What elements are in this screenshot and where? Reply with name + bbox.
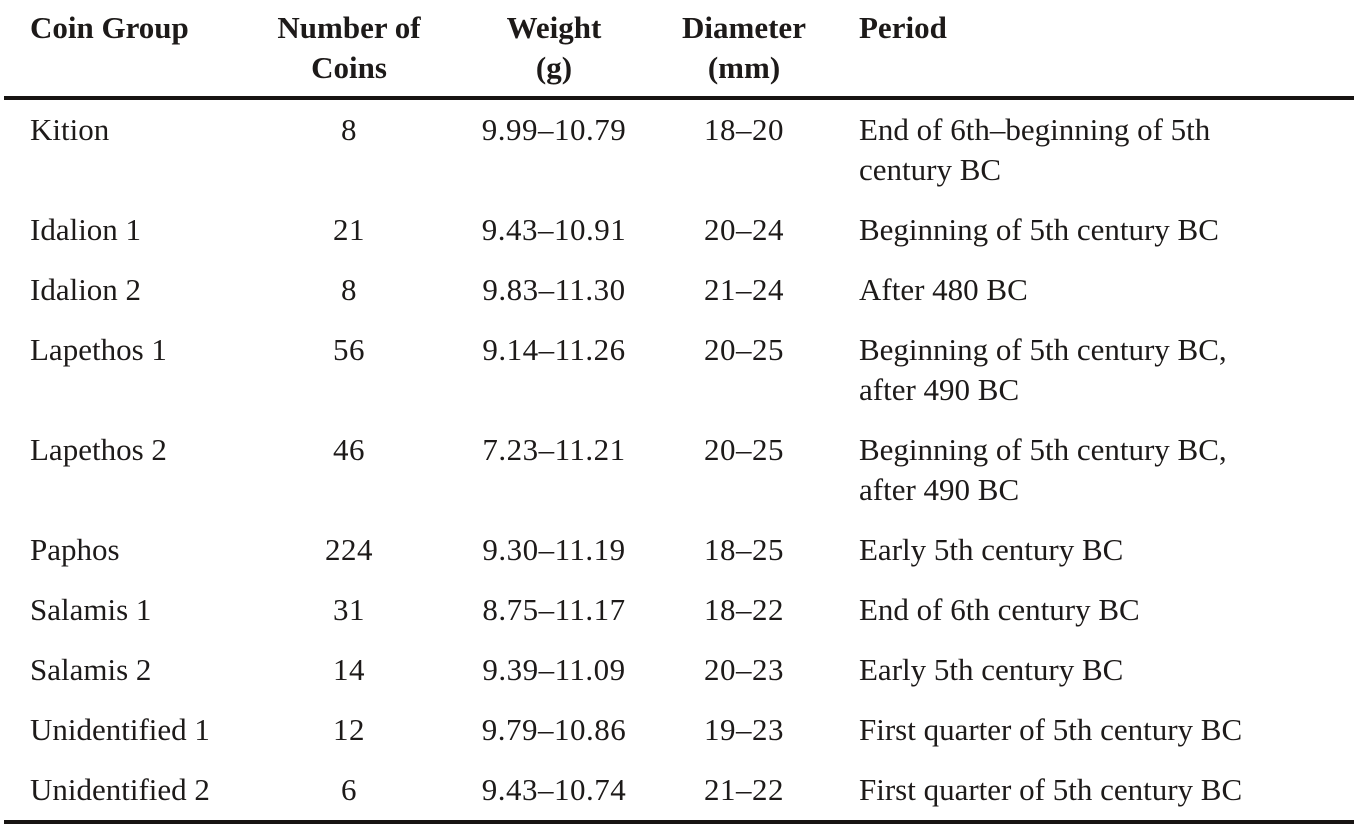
cell-diameter-mm: 20–24 [704, 212, 784, 247]
column-header-coin-group: Coin Group [4, 0, 264, 100]
period-text: End of 6th century BC [859, 592, 1140, 627]
period-text: Early 5th century BC [859, 652, 1124, 687]
cell-coin-group: Lapethos 1 [30, 332, 167, 367]
cell-number-of-coins: 6 [264, 760, 434, 824]
cell-number-of-coins: 8 [341, 272, 357, 307]
cell-diameter-mm: 20–23 [704, 652, 784, 687]
column-header-diameter: Diameter (mm) [674, 0, 814, 100]
cell-diameter-mm: 18–22 [704, 592, 784, 627]
period-text: Beginning of 5th century BC [859, 212, 1219, 247]
cell-coin-group: Paphos [30, 532, 120, 567]
column-header-label: Weight [506, 10, 602, 45]
period-text: Beginning of 5th century BC, after 490 B… [859, 432, 1227, 507]
table-row: Lapethos 2 46 7.23–11.21 20–25 Beginning of … [4, 420, 1354, 520]
cell-weight-g: 9.43–10.74 [434, 760, 674, 824]
column-header-label: Period [859, 10, 947, 45]
cell-number-of-coins: 14 [333, 652, 365, 687]
table-row: Salamis 1 31 8.75–11.17 18–22 End of 6th cen… [4, 580, 1354, 640]
cell-period: End of 6th–beginning of 5th century BC [814, 98, 1354, 200]
cell-weight-g: 9.99–10.79 [481, 112, 627, 147]
cell-weight-g: 9.30–11.19 [482, 532, 626, 567]
cell-number-of-coins: 224 [325, 532, 373, 567]
column-header-number-of-coins: Number of Coins [264, 0, 434, 100]
column-header-label: (mm) [707, 50, 781, 85]
column-header-label: Coins [311, 50, 387, 85]
table-row: Unidentified 2 6 9.43–10.74 21–22 First quar… [4, 760, 1354, 824]
header-row: Coin Group Number of Coins Weight (g) Di… [4, 0, 1354, 100]
cell-coin-group: Salamis 1 [30, 592, 152, 627]
cell-coin-group: Idalion 2 [30, 272, 142, 307]
table-row: Unidentified 1 12 9.79–10.86 19–23 First qua… [4, 700, 1354, 760]
cell-coin-group: Salamis 2 [30, 652, 152, 687]
cell-diameter-mm: 18–20 [704, 112, 784, 147]
table-row: Kition 8 9.99–10.79 18–20 End of 6th–beginni… [4, 98, 1354, 200]
cell-period: Beginning of 5th century BC, after 490 B… [814, 420, 1354, 520]
cell-period: After 480 BC [814, 260, 1354, 320]
cell-diameter-mm: 20–25 [704, 432, 784, 467]
cell-weight-g: 9.83–11.30 [482, 272, 626, 307]
period-text: Beginning of 5th century BC, after 490 B… [859, 332, 1227, 407]
cell-weight-g: 9.43–10.91 [481, 212, 627, 247]
cell-number-of-coins: 31 [333, 592, 365, 627]
column-header-label: Diameter [682, 10, 806, 45]
cell-number-of-coins: 8 [341, 112, 357, 147]
table-body: Kition 8 9.99–10.79 18–20 End of 6th–beginni… [4, 98, 1354, 824]
cell-period: Early 5th century BC [814, 520, 1354, 580]
cell-period: Early 5th century BC [814, 640, 1354, 700]
period-text: First quarter of 5th century BC [859, 712, 1243, 747]
cell-weight-g: 7.23–11.21 [482, 432, 626, 467]
table-row: Idalion 2 8 9.83–11.30 21–24 After 480 BC [4, 260, 1354, 320]
cell-number-of-coins: 21 [333, 212, 365, 247]
period-text: After 480 BC [859, 272, 1028, 307]
cell-number-of-coins: 46 [333, 432, 365, 467]
cell-diameter-mm: 20–25 [704, 332, 784, 367]
cell-period: Beginning of 5th century BC [814, 200, 1354, 260]
cell-number-of-coins: 56 [333, 332, 365, 367]
cell-diameter-mm: 21–22 [674, 760, 814, 824]
cell-coin-group: Idalion 1 [30, 212, 142, 247]
cell-weight-g: 8.75–11.17 [482, 592, 626, 627]
cell-weight-g: 9.39–11.09 [482, 652, 626, 687]
table-header: Coin Group Number of Coins Weight (g) Di… [4, 0, 1354, 100]
cell-period: First quarter of 5th century BC [814, 760, 1354, 824]
column-header-weight: Weight (g) [434, 0, 674, 100]
table-row: Lapethos 1 56 9.14–11.26 20–25 Beginning of … [4, 320, 1354, 420]
cell-diameter-mm: 19–23 [704, 712, 784, 747]
period-text: End of 6th–beginning of 5th century BC [859, 112, 1211, 187]
cell-weight-g: 9.14–11.26 [482, 332, 626, 367]
period-text: First quarter of 5th century BC [859, 772, 1243, 807]
column-header-period: Period [814, 0, 1354, 100]
column-header-label: Coin Group [30, 10, 189, 45]
period-text: Early 5th century BC [859, 532, 1124, 567]
table-row: Idalion 1 21 9.43–10.91 20–24 Beginning of 5… [4, 200, 1354, 260]
cell-number-of-coins: 12 [333, 712, 365, 747]
cell-period: First quarter of 5th century BC [814, 700, 1354, 760]
column-header-label: Number of [277, 10, 421, 45]
cell-period: End of 6th century BC [814, 580, 1354, 640]
column-header-label: (g) [535, 50, 573, 85]
cell-diameter-mm: 18–25 [704, 532, 784, 567]
cell-coin-group: Lapethos 2 [30, 432, 167, 467]
table-row: Paphos 224 9.30–11.19 18–25 Early 5th centur… [4, 520, 1354, 580]
coin-groups-table: Coin Group Number of Coins Weight (g) Di… [4, 0, 1354, 824]
cell-coin-group: Kition [30, 112, 110, 147]
cell-weight-g: 9.79–10.86 [481, 712, 627, 747]
cell-coin-group: Unidentified 1 [30, 712, 210, 747]
cell-coin-group: Unidentified 2 [4, 760, 264, 824]
cell-diameter-mm: 21–24 [704, 272, 784, 307]
table-row: Salamis 2 14 9.39–11.09 20–23 Early 5th cent… [4, 640, 1354, 700]
cell-period: Beginning of 5th century BC, after 490 B… [814, 320, 1354, 420]
